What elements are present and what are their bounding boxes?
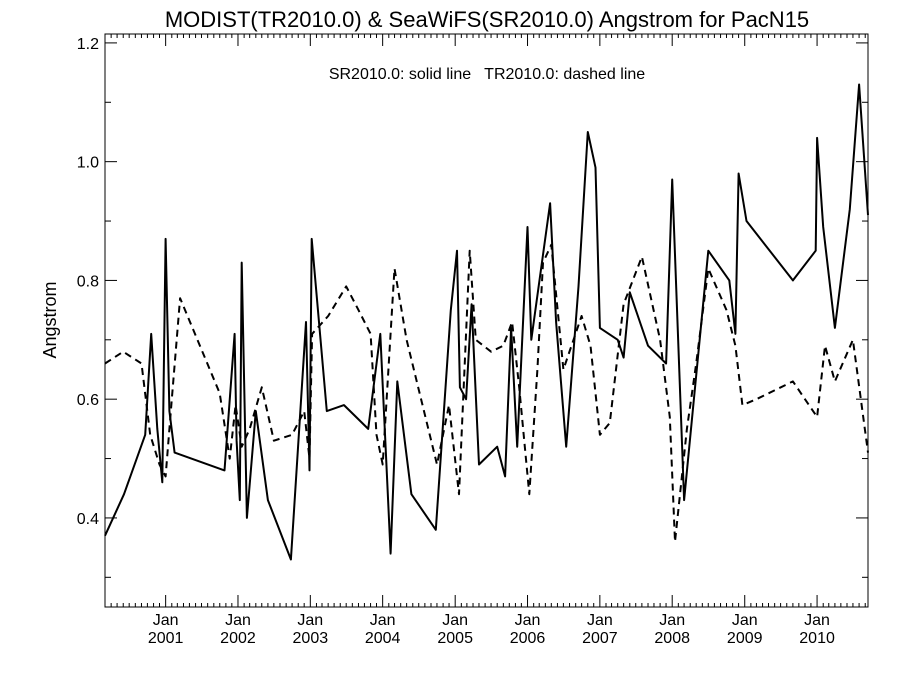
y-tick-label: 0.6 [77,392,99,409]
y-tick-label: 0.8 [77,273,99,290]
y-tick-label: 1.0 [77,155,99,172]
x-tick-month: Jan [225,612,251,629]
x-tick-month: Jan [442,612,468,629]
x-tick-year: 2001 [148,630,184,647]
x-tick-month: Jan [297,612,323,629]
x-tick-month: Jan [659,612,685,629]
plot-frame [104,33,869,608]
x-tick-month: Jan [153,612,179,629]
x-tick-year: 2007 [582,630,618,647]
x-tick-month: Jan [804,612,830,629]
line-style-legend: SR2010.0: solid line TR2010.0: dashed li… [329,66,645,83]
series-layer [104,83,869,561]
x-axis: Jan2001Jan2002Jan2003Jan2004Jan2005Jan20… [104,34,866,647]
y-tick-label: 1.2 [77,36,99,53]
y-axis-label: Angstrom [40,281,60,358]
x-tick-year: 2006 [510,630,546,647]
x-tick-year: 2008 [654,630,690,647]
x-tick-month: Jan [370,612,396,629]
y-tick-label: 0.4 [77,511,99,528]
x-tick-month: Jan [587,612,613,629]
series-line-TR2010-0 [104,243,869,543]
x-tick-year: 2004 [365,630,401,647]
x-tick-year: 2010 [799,630,835,647]
x-tick-year: 2002 [220,630,256,647]
x-tick-year: 2003 [293,630,329,647]
x-tick-year: 2005 [437,630,473,647]
x-tick-year: 2009 [727,630,763,647]
series-line-SR2010-0 [104,83,869,561]
chart-title: MODIST(TR2010.0) & SeaWiFS(SR2010.0) Ang… [165,7,809,32]
x-tick-month: Jan [515,612,541,629]
x-tick-month: Jan [732,612,758,629]
y-axis: 0.4 0.6 0.8 1.0 1.2 [77,36,868,578]
